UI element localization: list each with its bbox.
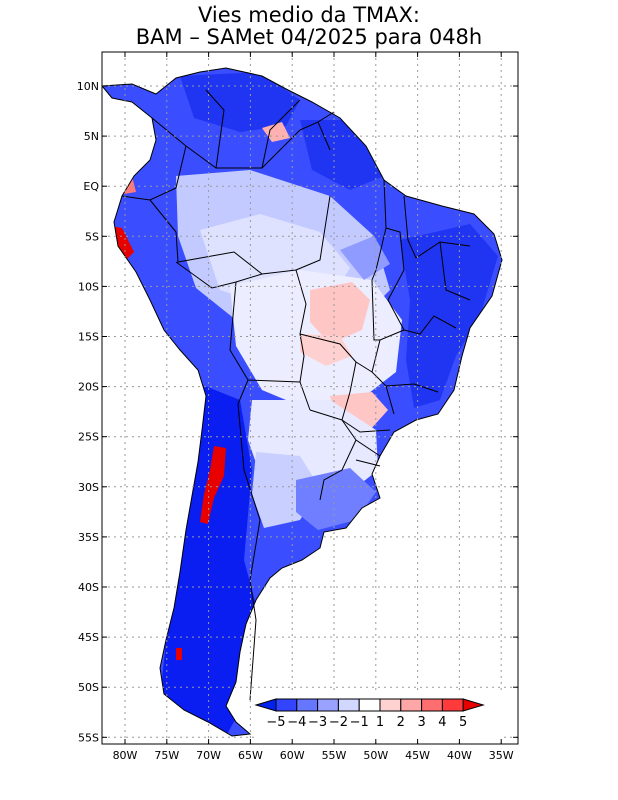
lon-label-55W: 55W: [322, 749, 347, 762]
colorbar-box-4: [337, 698, 360, 712]
country-borders: [102, 67, 503, 737]
colorbar-box-5: [358, 698, 381, 712]
axis-ticks: [102, 52, 518, 744]
lon-label-40W: 40W: [447, 749, 472, 762]
colorbar-label-0: −5: [266, 715, 285, 730]
map-title-line2: BAM – SAMet 04/2025 para 048h: [135, 25, 483, 49]
lat-label-15S: 15S: [78, 331, 99, 344]
colorbar-label-7: 3: [417, 715, 425, 730]
colorbar-label-5: 1: [376, 715, 384, 730]
colorbar-label-6: 2: [397, 715, 405, 730]
colorbar-label-4: −1: [350, 715, 369, 730]
longitude-labels: 80W 75W 70W 65W 60W 55W 50W 45W 40W 35W: [113, 749, 514, 762]
colorbar-label-9: 5: [459, 715, 467, 730]
lon-label-50W: 50W: [363, 749, 388, 762]
lat-label-25S: 25S: [78, 431, 99, 444]
lat-label-10S: 10S: [78, 280, 99, 293]
colorbar-box-9: [441, 698, 464, 712]
lat-label-55S: 55S: [78, 731, 99, 744]
map-title-line1: Vies medio da TMAX:: [198, 3, 420, 27]
lon-label-75W: 75W: [154, 749, 179, 762]
lon-label-80W: 80W: [113, 749, 138, 762]
lat-label-EQ: EQ: [83, 180, 99, 193]
lat-label-50S: 50S: [78, 681, 99, 694]
colorbar-label-2: −3: [308, 715, 327, 730]
colorbar-arrow-right: [462, 698, 485, 712]
lat-label-45S: 45S: [78, 631, 99, 644]
colorbar-box-2: [296, 698, 319, 712]
lat-label-40S: 40S: [78, 581, 99, 594]
lat-label-10N: 10N: [77, 80, 99, 93]
lon-label-45W: 45W: [405, 749, 430, 762]
colorbar-box-3: [317, 698, 339, 712]
map-frame: [101, 51, 519, 745]
lat-label-20S: 20S: [78, 381, 99, 394]
lat-label-5N: 5N: [84, 130, 99, 143]
colorbar-box-6: [379, 698, 402, 712]
lon-label-70W: 70W: [196, 749, 221, 762]
colorbar-box-7: [400, 698, 423, 712]
colorbar: −5 −4 −3 −2 −1 1 2 3 4 5: [254, 698, 485, 730]
lat-label-5S: 5S: [85, 230, 99, 243]
colorbar-box-8: [421, 698, 443, 712]
lat-lon-grid: [102, 52, 518, 744]
lon-label-35W: 35W: [489, 749, 514, 762]
lon-label-60W: 60W: [280, 749, 305, 762]
colorbar-label-3: −2: [329, 715, 348, 730]
lat-label-30S: 30S: [78, 481, 99, 494]
colorbar-label-1: −4: [287, 715, 306, 730]
lon-label-65W: 65W: [238, 749, 263, 762]
colorbar-label-8: 4: [438, 715, 446, 730]
colorbar-box-1: [275, 698, 298, 712]
latitude-labels: 10N 5N EQ 5S 10S 15S 20S 25S 30S 35S 40S 45S 50S 55S: [77, 80, 100, 744]
lat-label-35S: 35S: [78, 531, 99, 544]
